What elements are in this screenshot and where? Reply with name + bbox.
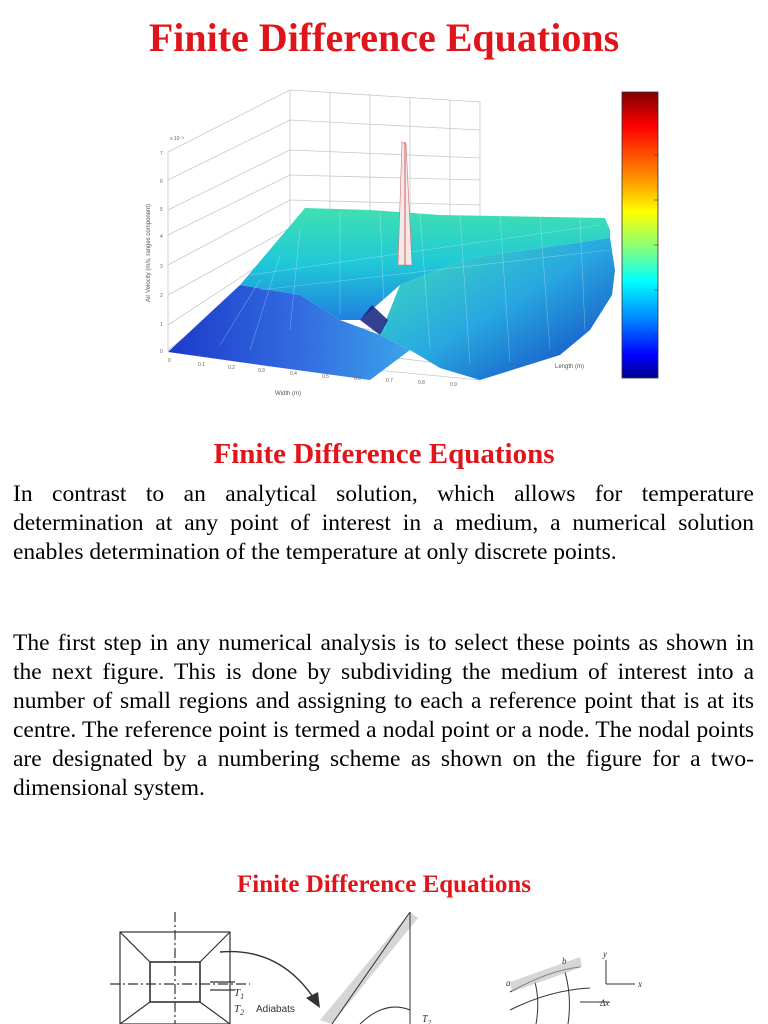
- adiabats-label: Adiabats: [256, 1004, 295, 1015]
- t2-label: T2: [234, 1003, 244, 1017]
- label-delta-x: Δx: [599, 998, 609, 1008]
- svg-text:0.4: 0.4: [290, 371, 297, 377]
- medium-sketch: [110, 912, 250, 1024]
- svg-text:0.9: 0.9: [450, 382, 457, 388]
- surface-notch: [360, 305, 388, 335]
- surface-plateau: [240, 208, 610, 320]
- z-tick-labels: 7 6 5 4 3 2 1 0: [160, 151, 163, 355]
- svg-text:0.1: 0.1: [198, 362, 205, 368]
- x-axis-label: Width (m): [275, 391, 301, 397]
- colorbar-ticks: [654, 109, 658, 336]
- t2-right-label: T2: [422, 1014, 432, 1024]
- paragraph: The first step in any numerical analysis…: [13, 630, 754, 801]
- svg-text:0: 0: [168, 358, 171, 364]
- paragraph: In contrast to an analytical solution, w…: [13, 481, 754, 565]
- arrow-head: [306, 992, 320, 1008]
- surface-floor: [168, 285, 410, 380]
- colorbar: [621, 91, 659, 379]
- svg-text:3: 3: [160, 264, 163, 270]
- surface-plot-svg: 7 6 5 4 3 2 1 0: [146, 89, 659, 397]
- nodal-figure: T1 T2 Adiabats T2 a b y x Δx: [110, 912, 690, 1024]
- svg-text:0.3: 0.3: [258, 368, 265, 374]
- svg-text:0.6: 0.6: [354, 376, 361, 382]
- section-title: Finite Difference Equations: [213, 438, 555, 470]
- page-title: Finite Difference Equations: [148, 15, 620, 60]
- svg-text:7: 7: [160, 151, 163, 157]
- surface-plot-figure: 7 6 5 4 3 2 1 0: [140, 80, 670, 410]
- svg-text:6: 6: [160, 179, 163, 185]
- z-axis-label: Air Velocity (m/s, ranges component): [146, 204, 152, 302]
- label-x: x: [637, 979, 642, 989]
- svg-text:0: 0: [160, 349, 163, 355]
- svg-text:0.7: 0.7: [386, 378, 393, 384]
- svg-text:1: 1: [160, 322, 163, 328]
- label-a: a: [506, 978, 511, 988]
- nodal-figure-svg: T1 T2 Adiabats T2 a b y x Δx: [110, 912, 642, 1024]
- svg-text:4: 4: [160, 234, 163, 240]
- svg-text:0.2: 0.2: [228, 365, 235, 371]
- section-title: Finite Difference Equations: [237, 871, 531, 898]
- svg-text:2: 2: [160, 293, 163, 299]
- surface-mesh: [219, 212, 611, 366]
- curved-arrow: [219, 950, 316, 1001]
- label-b: b: [562, 956, 567, 966]
- surface-right-slope: [380, 238, 615, 380]
- t1-label: T1: [234, 987, 244, 1001]
- svg-text:0.8: 0.8: [418, 380, 425, 386]
- label-y: y: [602, 949, 607, 959]
- plot-scale-note: x 10⁻³: [170, 136, 184, 142]
- y-axis-label: Length (m): [555, 364, 584, 370]
- svg-text:0.5: 0.5: [322, 374, 329, 380]
- x-tick-labels: 0 0.1 0.2 0.3 0.4 0.5 0.6 0.7 0.8 0.9: [168, 358, 457, 388]
- svg-text:5: 5: [160, 207, 163, 213]
- dotted-wedge: [320, 912, 418, 1024]
